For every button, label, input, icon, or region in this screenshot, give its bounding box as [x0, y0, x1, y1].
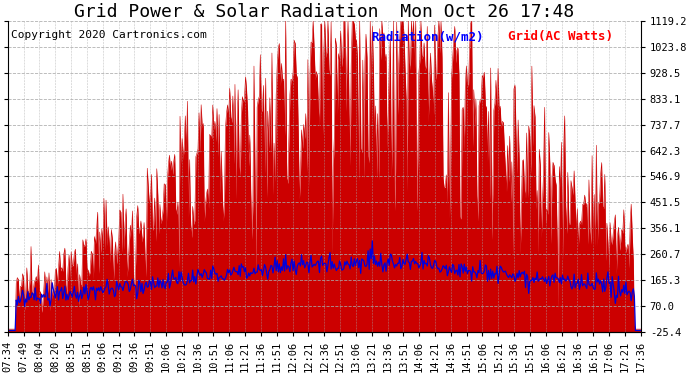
Title: Grid Power & Solar Radiation  Mon Oct 26 17:48: Grid Power & Solar Radiation Mon Oct 26 … — [74, 3, 574, 21]
Text: Radiation(w/m2): Radiation(w/m2) — [372, 30, 484, 43]
Text: Copyright 2020 Cartronics.com: Copyright 2020 Cartronics.com — [11, 30, 207, 40]
Text: Grid(AC Watts): Grid(AC Watts) — [508, 30, 613, 43]
